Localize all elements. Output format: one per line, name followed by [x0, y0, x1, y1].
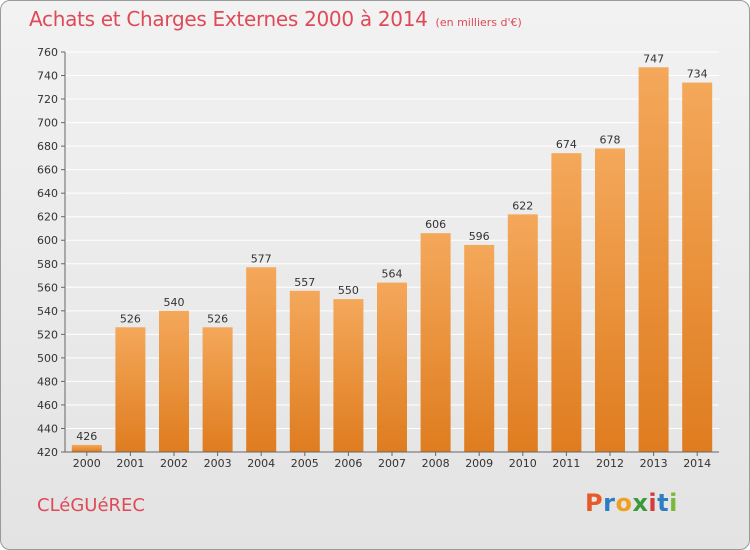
data-label: 526 [207, 312, 228, 325]
data-label: 596 [469, 230, 490, 243]
x-tick-label: 2002 [160, 457, 188, 470]
y-tick-label: 520 [37, 328, 58, 341]
data-label: 622 [512, 199, 533, 212]
y-tick-label: 720 [37, 93, 58, 106]
data-label: 526 [120, 312, 141, 325]
bar-2002 [159, 310, 189, 452]
bar-2000 [71, 444, 102, 452]
logo-letter: P [585, 489, 604, 517]
axes: 420 440 460 480 500 520 540 560 580 600 620 640 660 6… [37, 46, 719, 470]
bars: 426 526 540 526 577 557 550 564 606 596 622 674 678 7… [71, 52, 713, 453]
y-tick-label: 460 [37, 399, 58, 412]
y-tick-label: 740 [37, 70, 58, 83]
y-tick-label: 640 [37, 187, 58, 200]
chart-title: Achats et Charges Externes 2000 à 2014 (e… [29, 7, 522, 31]
x-tick-label: 2007 [378, 457, 406, 470]
y-tick-label: 620 [37, 211, 58, 224]
x-tick-label: 2004 [247, 457, 275, 470]
x-tick-label: 2010 [509, 457, 537, 470]
data-label: 550 [338, 284, 359, 297]
chart-subtitle: (en milliers d'€) [435, 16, 522, 29]
title-text: Achats et Charges Externes 2000 à 2014 [29, 7, 428, 31]
bar-2009 [464, 244, 495, 452]
logo-letter: t [657, 489, 670, 517]
logo-letter: i [669, 489, 678, 517]
logo-letter: r [603, 489, 616, 517]
logo-letter: i [648, 489, 658, 517]
data-label: 564 [382, 268, 403, 281]
x-tick-label: 2000 [73, 457, 101, 470]
bar-2008 [420, 233, 451, 452]
bar-2005 [289, 290, 320, 452]
bar-2001 [115, 327, 146, 452]
y-tick-label: 760 [37, 46, 58, 59]
proxiti-logo: Proxiti [585, 489, 678, 517]
city-name: CLéGUéREC [37, 495, 145, 516]
y-tick-label: 600 [37, 234, 58, 247]
data-label: 557 [294, 276, 315, 289]
x-tick-label: 2009 [465, 457, 493, 470]
data-label: 540 [164, 296, 185, 309]
bar-2013 [638, 67, 669, 452]
data-label: 734 [687, 68, 708, 81]
data-label: 674 [556, 138, 577, 151]
bar-2003 [202, 327, 233, 452]
y-tick-label: 660 [37, 164, 58, 177]
y-tick-label: 500 [37, 352, 58, 365]
bar-chart: 426 526 540 526 577 557 550 564 606 596 622 674 678 7… [37, 46, 719, 470]
data-label: 747 [643, 52, 664, 65]
x-tick-label: 2003 [204, 457, 232, 470]
y-tick-label: 540 [37, 305, 58, 318]
bar-2004 [246, 267, 277, 452]
x-tick-label: 2012 [596, 457, 624, 470]
x-tick-label: 2006 [334, 457, 362, 470]
data-label: 606 [425, 218, 446, 231]
bar-2012 [595, 148, 625, 452]
x-tick-label: 2013 [640, 457, 668, 470]
bar-2014 [682, 82, 713, 453]
bar-2011 [551, 153, 582, 453]
logo-letter: x [632, 489, 649, 517]
y-tick-label: 480 [37, 375, 58, 388]
y-tick-label: 680 [37, 140, 58, 153]
bar-2006 [333, 299, 364, 452]
x-tick-label: 2011 [552, 457, 580, 470]
x-tick-label: 2008 [422, 457, 450, 470]
y-tick-label: 420 [37, 446, 58, 459]
data-label: 426 [76, 430, 97, 443]
x-tick-label: 2001 [116, 457, 144, 470]
y-tick-label: 580 [37, 258, 58, 271]
y-tick-label: 440 [37, 422, 58, 435]
y-tick-label: 560 [37, 281, 58, 294]
bar-2010 [507, 214, 538, 452]
data-label: 678 [600, 133, 621, 146]
logo-letter: o [615, 489, 633, 517]
bar-2007 [377, 282, 407, 452]
x-tick-label: 2005 [291, 457, 319, 470]
data-label: 577 [251, 252, 272, 265]
x-tick-label: 2014 [683, 457, 711, 470]
y-tick-label: 700 [37, 117, 58, 130]
